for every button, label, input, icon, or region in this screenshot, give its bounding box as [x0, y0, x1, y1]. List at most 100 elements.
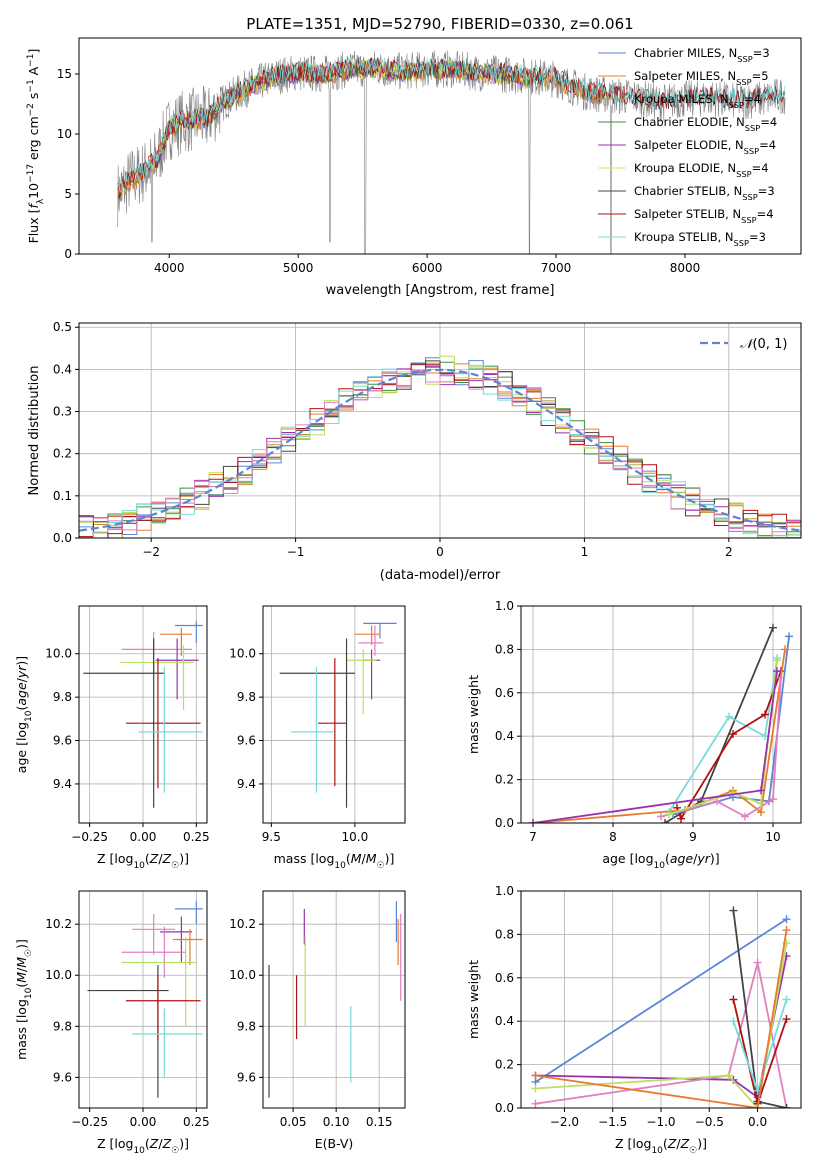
x-tick-label: 0.05 — [280, 1115, 307, 1129]
spectrum-plot-area — [117, 50, 786, 254]
weight-series-line — [535, 942, 788, 1108]
panel-spectrum: 4000 5000 6000 7000 8000 0 5 10 15 wavelength [An… — [26, 37, 802, 298]
legend-entry: Chabrier ELODIE, NSSP=4 — [634, 115, 777, 133]
y-tick-label: 0.5 — [53, 320, 72, 334]
legend-entry: Chabrier STELIB, NSSP=3 — [634, 184, 775, 202]
y-tick-label: 10.2 — [229, 917, 256, 931]
weight-point-marker — [785, 632, 793, 641]
model-spectrum-chabrier-stelib — [117, 57, 786, 198]
figure-title: PLATE=1351, MJD=52790, FIBERID=0330, z=0… — [246, 15, 633, 33]
weight-point-marker — [529, 819, 537, 823]
weight-point-marker — [782, 926, 791, 935]
weight-point-marker — [753, 958, 762, 967]
residual-plot-area — [79, 355, 801, 538]
y-tick-label: 0.8 — [495, 927, 514, 941]
x-axis-label: age [log10(age/yr)] — [602, 851, 719, 871]
x-axis-label: Z [log10(Z/Z☉)] — [615, 1136, 707, 1156]
weight-series-line — [532, 670, 778, 823]
x-tick-label: 9.5 — [262, 830, 281, 844]
weight-point-marker — [531, 1071, 540, 1080]
y-axis-label: Flux [fλ10−17 erg cm−2 s−1 A−1] — [26, 49, 46, 244]
legend-entry: Salpeter ELODIE, NSSP=4 — [634, 138, 776, 156]
weight-point-marker — [657, 812, 665, 821]
weight-point-marker — [773, 656, 781, 665]
y-axis-label: mass weight — [466, 960, 481, 1039]
x-axis-label: E(B-V) — [315, 1136, 354, 1151]
errorbar-plot-area — [87, 901, 203, 1098]
x-tick-label: 2 — [725, 545, 733, 559]
panel-residuals: −2 −1 0 1 2 0.0 0.1 0.2 0.3 0.4 0.5 (data-model)/er… — [27, 320, 802, 583]
axes-frame — [262, 890, 406, 1109]
legend: Chabrier MILES, NSSP=3 Salpeter MILES, NS… — [598, 46, 777, 248]
y-tick-label: 10.0 — [45, 968, 72, 982]
x-tick-label: −1.0 — [646, 1115, 675, 1129]
y-tick-label: 0.2 — [495, 1058, 514, 1072]
legend-entry: Kroupa ELODIE, NSSP=4 — [634, 161, 769, 179]
panel-z_age: −0.25 0.00 0.25 9.4 9.6 9.8 10.0 Z [log10(Z/Z☉)… — [14, 605, 210, 871]
weight-series-line — [535, 929, 788, 1108]
x-tick-label: −1.5 — [598, 1115, 627, 1129]
y-axis-label: age [log10(age/yr)] — [14, 656, 34, 773]
weight-series-line — [672, 636, 790, 816]
x-tick-label: 9 — [689, 830, 697, 844]
legend-entry: Kroupa STELIB, NSSP=3 — [634, 230, 766, 248]
panel-ebv_mass: 0.05 0.10 0.15 9.6 9.8 10.0 10.2 E(B-V) — [229, 890, 406, 1151]
y-tick-label: 9.4 — [53, 777, 72, 791]
x-tick-label: 7000 — [541, 261, 572, 275]
y-tick-label: 0.2 — [495, 773, 514, 787]
y-tick-label: 1.0 — [495, 599, 514, 613]
weight-point-marker — [769, 795, 777, 804]
errorbar-plot-area — [268, 901, 402, 1098]
y-tick-label: 10.0 — [45, 647, 72, 661]
weight-point-marker — [661, 819, 669, 823]
x-tick-label: 0.25 — [183, 1115, 210, 1129]
weight-point-marker — [757, 786, 765, 795]
weight-point-marker — [531, 1084, 540, 1093]
histogram-pink — [79, 369, 801, 538]
x-tick-label: −1 — [287, 545, 305, 559]
y-tick-label: 9.8 — [237, 1019, 256, 1033]
y-tick-label: 0.0 — [495, 1101, 514, 1115]
x-tick-label: 1 — [581, 545, 589, 559]
y-tick-label: 0.4 — [495, 729, 514, 743]
x-tick-label: 7 — [529, 830, 537, 844]
x-tick-label: −0.5 — [695, 1115, 724, 1129]
weight-point-marker — [677, 814, 685, 823]
y-tick-label: 5 — [64, 187, 72, 201]
y-tick-label: 10.0 — [229, 968, 256, 982]
weight-point-marker — [773, 667, 781, 676]
y-tick-label: 9.4 — [237, 777, 256, 791]
x-tick-label: 6000 — [412, 261, 443, 275]
weight-point-marker — [782, 1015, 791, 1024]
legend-entry: 𝒩(0, 1) — [740, 337, 787, 352]
weight-point-marker — [724, 1071, 733, 1080]
y-tick-label: 0.0 — [53, 531, 72, 545]
weight-series-line — [732, 910, 787, 1108]
x-tick-label: 8000 — [670, 261, 701, 275]
y-tick-label: 0.6 — [495, 686, 514, 700]
weight-point-marker — [729, 730, 737, 739]
x-tick-label: 0.00 — [130, 1115, 157, 1129]
y-tick-label: 0.4 — [495, 1014, 514, 1028]
legend-entry: Chabrier MILES, NSSP=3 — [634, 46, 770, 64]
weight-point-marker — [757, 808, 765, 817]
normal-curve-line — [79, 368, 801, 532]
axes-frame — [262, 605, 406, 824]
y-tick-label: 9.8 — [53, 690, 72, 704]
weight-point-marker — [725, 712, 733, 721]
y-tick-label: 1.0 — [495, 884, 514, 898]
x-tick-label: 8 — [609, 830, 617, 844]
x-tick-label: 4000 — [154, 261, 185, 275]
weight-point-marker — [729, 995, 738, 1004]
y-tick-label: 9.6 — [237, 734, 256, 748]
panel-mass_age: 9.5 10.0 9.4 9.6 9.8 10.0 mass [log10(M/M☉)] — [229, 605, 406, 871]
weight-point-marker — [777, 673, 785, 682]
weight-point-marker — [729, 906, 738, 915]
y-tick-label: 0.3 — [53, 405, 72, 419]
weight-point-marker — [782, 1104, 791, 1108]
y-tick-label: 9.6 — [237, 1070, 256, 1084]
weight-point-marker — [761, 710, 769, 719]
y-tick-label: 0.8 — [495, 642, 514, 656]
axes-frame — [520, 605, 802, 824]
